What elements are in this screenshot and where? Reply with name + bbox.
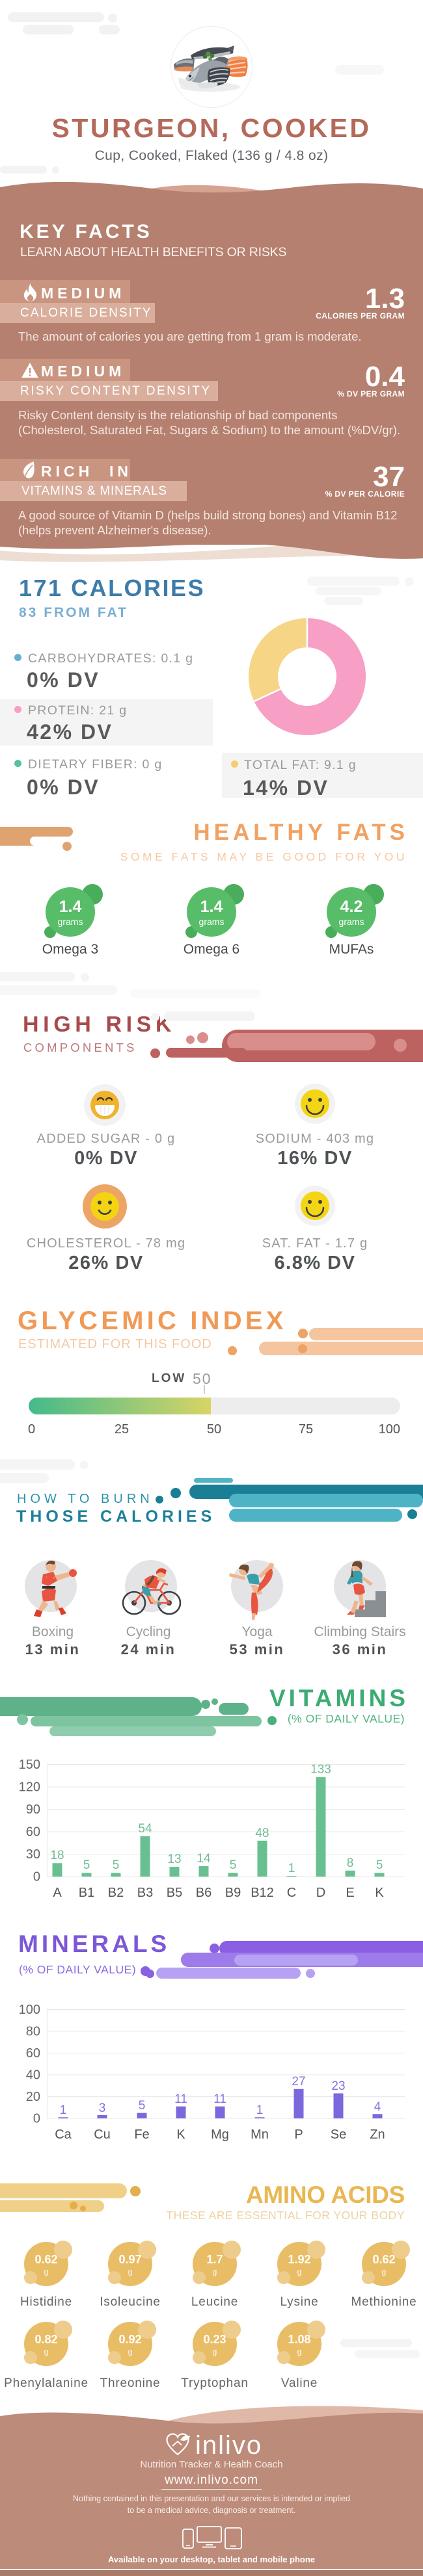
svg-text:90: 90	[26, 1802, 40, 1817]
svg-text:D: D	[316, 1886, 325, 1898]
svg-text:g: g	[44, 2347, 49, 2356]
svg-text:Mg: Mg	[211, 2127, 229, 2142]
svg-text:18: 18	[50, 1849, 64, 1862]
svg-text:13: 13	[167, 1853, 181, 1866]
svg-text:B5: B5	[167, 1886, 182, 1898]
svg-text:0.62: 0.62	[372, 2253, 395, 2266]
svg-text:0.92: 0.92	[118, 2333, 141, 2346]
svg-text:133: 133	[310, 1763, 331, 1776]
svg-text:3: 3	[99, 2101, 106, 2115]
svg-text:5: 5	[113, 1858, 120, 1872]
svg-text:B9: B9	[225, 1886, 241, 1898]
svg-text:23: 23	[331, 2079, 345, 2093]
svg-text:B6: B6	[196, 1886, 212, 1898]
svg-text:0.23: 0.23	[203, 2333, 226, 2346]
svg-text:g: g	[382, 2267, 387, 2276]
svg-text:g: g	[297, 2347, 302, 2356]
svg-text:0.62: 0.62	[34, 2253, 57, 2266]
svg-text:g: g	[128, 2267, 133, 2276]
svg-text:Fe: Fe	[134, 2127, 149, 2142]
svg-text:5: 5	[83, 1858, 90, 1872]
svg-text:B1: B1	[79, 1886, 94, 1898]
svg-text:g: g	[213, 2347, 217, 2356]
svg-text:30: 30	[26, 1847, 40, 1862]
svg-text:E: E	[346, 1886, 354, 1898]
svg-text:11: 11	[174, 2092, 187, 2106]
svg-text:5: 5	[376, 1858, 383, 1872]
svg-text:5: 5	[230, 1858, 237, 1872]
svg-text:B2: B2	[108, 1886, 124, 1898]
svg-text:g: g	[297, 2267, 302, 2276]
svg-text:11: 11	[213, 2092, 226, 2106]
svg-text:40: 40	[26, 2068, 40, 2083]
svg-text:A: A	[53, 1886, 62, 1898]
svg-text:B12: B12	[251, 1886, 274, 1898]
svg-text:g: g	[128, 2347, 133, 2356]
svg-text:Cu: Cu	[94, 2127, 111, 2142]
svg-text:120: 120	[19, 1780, 40, 1795]
svg-text:0: 0	[33, 1870, 40, 1884]
svg-text:60: 60	[26, 1825, 40, 1840]
svg-text:100: 100	[19, 2003, 40, 2017]
svg-text:5: 5	[139, 2099, 146, 2113]
svg-text:1: 1	[256, 2103, 264, 2117]
svg-text:1: 1	[288, 1862, 295, 1875]
svg-text:0.97: 0.97	[118, 2253, 141, 2266]
svg-text:150: 150	[19, 1758, 40, 1772]
svg-text:4: 4	[374, 2100, 381, 2114]
svg-text:0.82: 0.82	[34, 2333, 57, 2346]
svg-text:20: 20	[26, 2090, 40, 2104]
svg-text:1.92: 1.92	[288, 2253, 310, 2266]
svg-text:80: 80	[26, 2025, 40, 2039]
svg-text:g: g	[44, 2267, 49, 2276]
svg-text:Se: Se	[331, 2127, 346, 2142]
svg-text:Ca: Ca	[55, 2127, 72, 2142]
svg-text:g: g	[213, 2267, 217, 2276]
svg-text:60: 60	[26, 2046, 40, 2061]
svg-text:K: K	[375, 1886, 384, 1898]
svg-text:27: 27	[292, 2075, 305, 2088]
svg-text:1.7: 1.7	[206, 2253, 223, 2266]
svg-text:8: 8	[347, 1856, 354, 1870]
svg-text:Mn: Mn	[251, 2127, 269, 2142]
svg-text:48: 48	[255, 1827, 269, 1840]
svg-text:C: C	[287, 1886, 296, 1898]
svg-text:P: P	[294, 2127, 303, 2142]
svg-text:1.08: 1.08	[288, 2333, 310, 2346]
svg-text:54: 54	[138, 1822, 152, 1836]
svg-text:0: 0	[33, 2112, 40, 2126]
svg-text:K: K	[176, 2127, 185, 2142]
svg-text:Zn: Zn	[370, 2127, 385, 2142]
svg-text:14: 14	[197, 1852, 211, 1866]
svg-text:1: 1	[60, 2103, 67, 2117]
svg-text:B3: B3	[137, 1886, 153, 1898]
